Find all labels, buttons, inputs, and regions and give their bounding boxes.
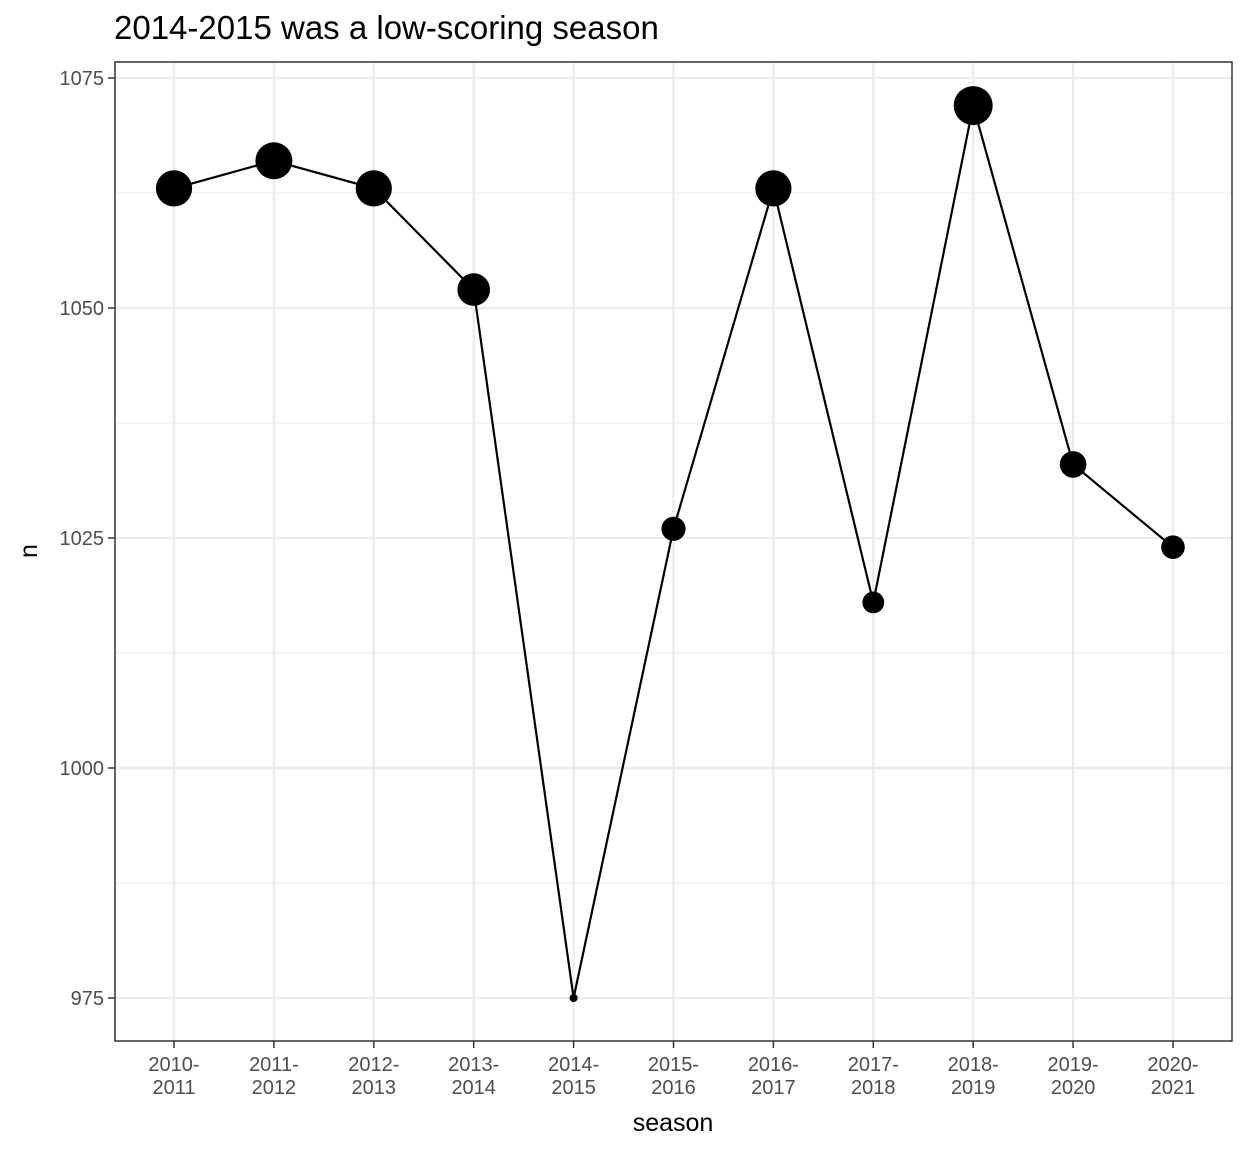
- data-point: [155, 170, 193, 207]
- y-tick-label: 1025: [60, 528, 105, 550]
- x-axis-title: season: [633, 1109, 714, 1137]
- y-tick-label: 1000: [60, 758, 105, 780]
- chart-title: 2014-2015 was a low-scoring season: [114, 9, 659, 46]
- data-point: [569, 994, 578, 1002]
- y-axis: 975 1000 1025 1050 1075: [60, 68, 115, 1010]
- x-tick-label: 2013-2014: [448, 1054, 499, 1099]
- x-tick-label: 2019-2020: [1048, 1054, 1099, 1099]
- panel-border: [114, 61, 1233, 1042]
- x-tick-label: 2012-2013: [348, 1054, 399, 1099]
- x-tick-label: 2016-2017: [748, 1054, 799, 1099]
- data-point: [755, 170, 792, 207]
- y-tick-label: 975: [71, 988, 104, 1010]
- x-tick-label: 2014-2015: [548, 1054, 599, 1099]
- x-tick-label: 2011-2012: [249, 1054, 299, 1099]
- data-point: [255, 142, 293, 180]
- data-point: [661, 516, 686, 541]
- x-axis: 2010-2011 2011-2012 2012-2013 2013-2014 2014…: [148, 1041, 1199, 1099]
- y-tick-label: 1075: [60, 68, 105, 90]
- x-tick-label: 2018-2019: [948, 1054, 999, 1099]
- data-point: [355, 170, 392, 207]
- x-tick-label: 2017-2018: [848, 1054, 899, 1099]
- y-axis-title: n: [15, 544, 43, 558]
- y-tick-label: 1050: [60, 298, 105, 320]
- data-point: [457, 273, 491, 306]
- x-tick-label: 2015-2016: [648, 1054, 699, 1099]
- x-tick-label: 2020-2021: [1147, 1054, 1198, 1099]
- data-point: [953, 86, 993, 126]
- grid: [115, 62, 1232, 1041]
- data-point: [1161, 535, 1185, 559]
- data-point: [862, 591, 885, 614]
- data-point: [1059, 451, 1087, 478]
- series: [155, 86, 1185, 1002]
- x-tick-label: 2010-2011: [148, 1054, 199, 1099]
